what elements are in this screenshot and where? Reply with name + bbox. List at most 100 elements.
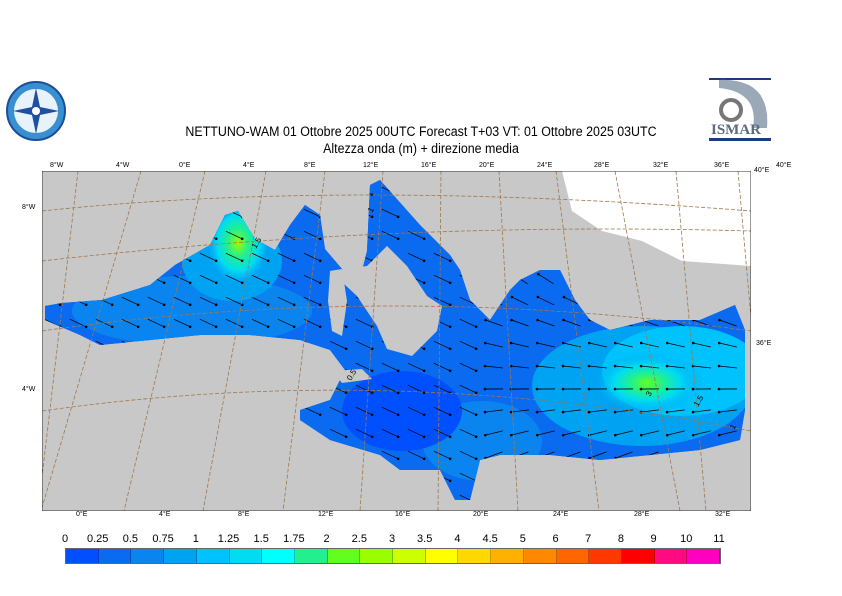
top-longitude-label: 4°W — [116, 162, 130, 169]
colorbar-cell — [523, 549, 557, 563]
contour-label: 1 — [728, 422, 738, 431]
colorbar-label: 8 — [617, 533, 624, 545]
wave-direction-arrow — [147, 318, 165, 328]
wave-direction-arrow — [329, 406, 347, 416]
wave-direction-arrow — [485, 430, 503, 436]
wave-direction-arrow — [355, 384, 373, 394]
wave-direction-arrow — [277, 296, 295, 306]
arrow-head — [266, 281, 270, 285]
colorbar — [65, 548, 721, 564]
wave-direction-arrow — [563, 296, 581, 306]
arrow-head — [214, 281, 218, 285]
arrow-head — [474, 347, 478, 351]
top-longitude-label: 36°E — [714, 162, 730, 169]
arrow-head — [344, 347, 348, 351]
wave-direction-arrow — [641, 409, 659, 413]
parallel-line — [42, 228, 751, 262]
top-longitude-label: 8°W — [50, 162, 64, 169]
wave-direction-arrow — [693, 365, 711, 369]
wave-direction-arrow — [355, 318, 373, 328]
arrow-head — [483, 341, 487, 345]
wave-direction-arrow — [303, 208, 321, 218]
arrow-head — [344, 435, 348, 439]
bottom-longitude-label: 20°E — [473, 511, 489, 518]
wave-direction-arrow — [277, 274, 295, 284]
wave-direction-arrow — [225, 318, 243, 328]
wave-direction-arrow — [615, 430, 633, 436]
wave-direction-arrow — [485, 451, 503, 459]
arrow-head — [188, 325, 192, 329]
arrow-head — [483, 387, 487, 391]
arrow-head — [370, 369, 374, 373]
top-longitude-label: 4°E — [243, 162, 255, 169]
arrow-head — [535, 364, 539, 368]
wave-direction-arrow — [173, 318, 191, 328]
wave-direction-arrow — [251, 296, 269, 306]
colorbar-label: 0.25 — [86, 533, 109, 545]
arrow-head — [613, 387, 617, 391]
arrow-head — [84, 325, 88, 329]
wave-direction-arrow — [537, 319, 555, 327]
wave-direction-arrow — [719, 430, 737, 436]
wave-direction-arrow — [407, 450, 425, 460]
colorbar-label: 1.5 — [253, 533, 269, 545]
arrow-head — [370, 391, 374, 395]
arrow-head — [474, 457, 478, 461]
wave-direction-arrow — [251, 318, 269, 328]
wave-direction-arrow — [485, 365, 503, 369]
wave-direction-arrow — [459, 340, 477, 350]
wave-direction-arrow — [199, 318, 217, 328]
top-longitude-label: 32°E — [653, 162, 669, 169]
wave-direction-arrow — [511, 319, 529, 327]
arrow-head — [292, 303, 296, 307]
arrow-head — [536, 318, 539, 322]
colorbar-cell — [262, 549, 295, 563]
arrow-head — [58, 303, 62, 307]
wave-direction-arrow — [433, 450, 451, 460]
wave-direction-arrow — [667, 342, 685, 348]
outside-domain — [562, 171, 751, 266]
wave-direction-arrow — [277, 318, 295, 328]
wave-direction-arrow — [329, 428, 347, 438]
colorbar-cell — [66, 549, 99, 563]
wave-direction-arrow — [433, 252, 451, 262]
wave-direction-arrow — [199, 296, 217, 306]
arrow-head — [422, 259, 426, 263]
wave-direction-arrow — [667, 365, 685, 369]
colorbar-label: 1.25 — [217, 533, 240, 545]
wave-direction-arrow — [381, 384, 399, 394]
wave-direction-arrow — [433, 274, 451, 284]
arrow-head — [717, 341, 721, 345]
arrow-head — [561, 433, 565, 437]
wave-direction-arrow — [511, 342, 529, 348]
colorbar-cell — [98, 549, 132, 563]
arrow-head — [639, 364, 643, 368]
wave-direction-arrow — [355, 406, 373, 416]
top-longitude-label: 0°E — [179, 162, 191, 169]
meridian-line — [675, 171, 707, 511]
arrow-head — [691, 433, 695, 437]
wave-direction-arrow — [355, 340, 373, 350]
arrow-head — [136, 303, 140, 307]
arrow-head — [665, 341, 669, 345]
arrow-head — [396, 391, 400, 395]
wave-direction-arrow — [537, 365, 555, 369]
wave-direction-arrow — [563, 409, 581, 413]
wave-direction-arrow — [459, 318, 477, 328]
colorbar-label: 5 — [519, 533, 526, 545]
arrow-head — [717, 364, 721, 368]
colorbar-cell — [294, 549, 328, 563]
arrow-head — [266, 303, 270, 307]
arrow-head — [562, 295, 566, 299]
arrow-head — [448, 281, 452, 285]
arrow-head — [344, 391, 348, 395]
wave-direction-arrow — [225, 252, 243, 262]
wave-direction-arrow — [459, 406, 477, 416]
meridian-line — [437, 171, 442, 511]
arrow-head — [318, 259, 322, 263]
wave-direction-arrow — [537, 342, 555, 348]
arrow-head — [162, 325, 166, 329]
colorbar-label: 4.5 — [482, 533, 498, 545]
wave-direction-arrow — [199, 274, 217, 284]
colorbar-label: 0 — [61, 533, 69, 545]
